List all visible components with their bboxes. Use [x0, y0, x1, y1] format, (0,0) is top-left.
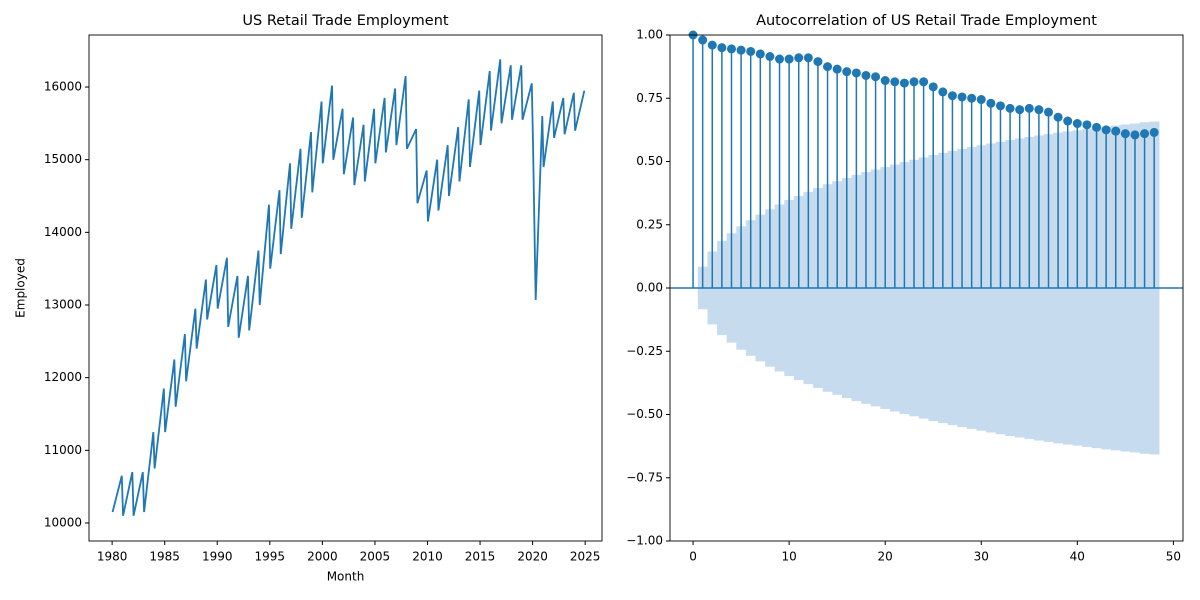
- stem-marker: [890, 77, 900, 87]
- stem-marker: [1024, 103, 1034, 113]
- y-tick-label: 14000: [44, 225, 82, 239]
- stem-marker: [1005, 103, 1015, 113]
- stem-marker: [1063, 116, 1073, 126]
- stem-marker: [851, 68, 861, 78]
- stem-marker: [698, 35, 708, 45]
- x-tick-label: 30: [974, 550, 989, 564]
- axes-frame: [88, 34, 603, 542]
- stem-marker: [957, 92, 967, 102]
- y-tick-label: 0.00: [636, 281, 663, 295]
- stem-marker: [755, 49, 765, 59]
- stem-marker: [880, 76, 890, 86]
- y-tick-label: 16000: [44, 80, 82, 94]
- stem-marker: [909, 77, 919, 87]
- stem-marker: [928, 82, 938, 92]
- y-tick-label: 12000: [44, 370, 82, 384]
- y-tick-label: −0.75: [626, 470, 663, 484]
- subplot: Autocorrelation of US Retail Trade Emplo…: [626, 13, 1184, 564]
- stem-marker: [995, 101, 1005, 111]
- x-axis-label: Month: [327, 570, 365, 584]
- stem-marker: [861, 70, 871, 80]
- stem-marker: [784, 54, 794, 64]
- stem-marker: [976, 95, 986, 105]
- stem-marker: [967, 93, 977, 103]
- stem-marker: [803, 53, 813, 63]
- stem-marker: [707, 40, 717, 50]
- stem-marker: [1072, 119, 1082, 129]
- stem-marker: [823, 62, 833, 72]
- y-tick-label: 0.50: [636, 154, 663, 168]
- stem-marker: [986, 98, 996, 108]
- stem-marker: [1140, 129, 1150, 139]
- chart-title: US Retail Trade Employment: [242, 13, 449, 29]
- stem-marker: [1044, 107, 1054, 117]
- y-tick-label: 1.00: [636, 28, 663, 42]
- stem-marker: [1034, 105, 1044, 115]
- y-tick-label: −0.25: [626, 344, 663, 358]
- x-tick-label: 20: [878, 550, 893, 564]
- stem-marker: [746, 46, 756, 56]
- x-tick-label: 40: [1070, 550, 1085, 564]
- x-tick-label: 10: [781, 550, 796, 564]
- y-tick-label: 11000: [44, 443, 82, 457]
- stem-marker: [1120, 129, 1130, 139]
- stem-marker: [775, 54, 785, 64]
- data-line: [111, 59, 586, 516]
- x-tick-label: 2010: [412, 550, 443, 564]
- stem-marker: [794, 53, 804, 63]
- stem-marker: [813, 57, 823, 67]
- y-tick-label: 13000: [44, 298, 82, 312]
- stem-marker: [1092, 122, 1102, 132]
- y-tick-label: 15000: [44, 152, 82, 166]
- x-tick-label: 1990: [202, 550, 233, 564]
- x-tick-label: 1995: [255, 550, 286, 564]
- x-tick-label: 2015: [465, 550, 496, 564]
- x-tick-label: 1980: [97, 550, 128, 564]
- chart-title: Autocorrelation of US Retail Trade Emplo…: [756, 13, 1097, 29]
- stem-marker: [832, 64, 842, 74]
- stem-marker: [1111, 126, 1121, 136]
- stem-marker: [736, 45, 746, 55]
- stem-marker: [1053, 112, 1063, 122]
- stem-marker: [1101, 125, 1111, 135]
- stem-marker: [726, 44, 736, 54]
- x-tick-label: 0: [689, 550, 697, 564]
- stem-marker: [1130, 130, 1140, 140]
- stem-marker: [765, 52, 775, 62]
- y-axis-label: Employed: [14, 258, 28, 318]
- stem-marker: [871, 72, 881, 82]
- stem-marker: [938, 87, 948, 97]
- stem-marker: [947, 91, 957, 101]
- y-tick-label: 10000: [44, 515, 82, 529]
- stem-marker: [1015, 105, 1025, 115]
- subplot: US Retail Trade Employment Month Employed 1…: [14, 13, 603, 584]
- x-tick-label: 1985: [149, 550, 180, 564]
- stem-marker: [717, 43, 727, 53]
- x-tick-label: 2025: [570, 550, 601, 564]
- stem-marker: [1149, 127, 1159, 137]
- y-tick-label: −0.50: [626, 407, 663, 421]
- stem-marker: [1082, 120, 1092, 130]
- x-tick-label: 50: [1166, 550, 1181, 564]
- stem-marker: [899, 78, 909, 88]
- stem-marker: [919, 77, 929, 87]
- x-tick-label: 2000: [307, 550, 338, 564]
- y-tick-label: 0.25: [636, 217, 663, 231]
- stem-marker: [842, 67, 852, 77]
- x-tick-label: 2005: [360, 550, 391, 564]
- y-tick-label: 0.75: [636, 91, 663, 105]
- x-tick-label: 2020: [517, 550, 548, 564]
- y-tick-label: −1.00: [626, 534, 663, 548]
